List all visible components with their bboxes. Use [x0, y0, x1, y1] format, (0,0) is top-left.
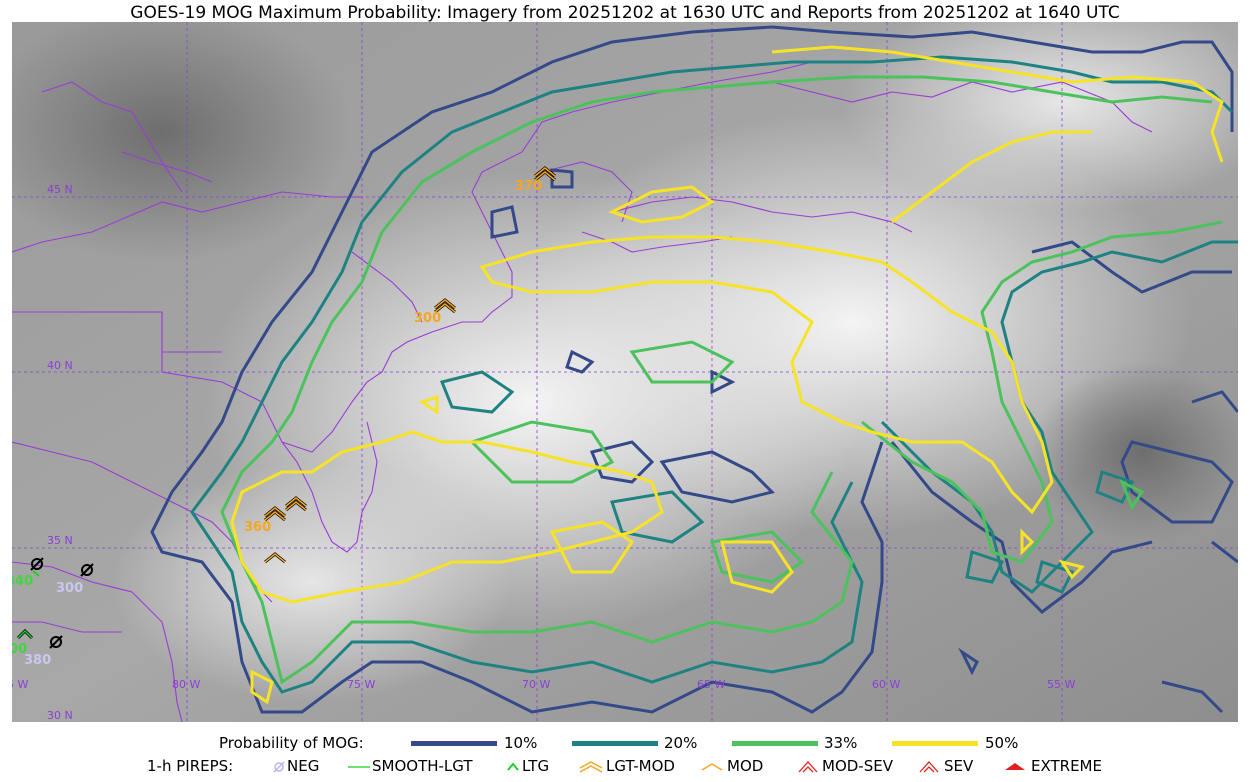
contours-10-percent [150, 25, 1238, 714]
satellite-map: 45 N 40 N 35 N 30 N 85 W 80 W 75 W 70 W … [12, 22, 1238, 722]
pirep-lgt-mod-icon [285, 496, 307, 512]
probability-legend-title: Probability of MOG: [219, 734, 364, 752]
lon-label-75: 75 W [347, 678, 375, 691]
pirep-lgt-mod-icon [534, 166, 556, 182]
graticule [12, 22, 1238, 722]
contours-50-percent [230, 45, 1224, 705]
clear-area-southeast [1032, 362, 1238, 542]
pirep-legend-title: 1-h PIREPS: [147, 757, 234, 775]
legend-label-50: 50% [985, 734, 1019, 752]
contours-33-percent [220, 75, 1223, 685]
swatch-10-percent [411, 741, 497, 746]
legend-label-ltg: LTG [522, 757, 550, 775]
pirep-altitude-300-b: 300 [56, 581, 83, 596]
legend-label-20: 20% [664, 734, 698, 752]
pirep-altitude-340: 340 [12, 574, 33, 589]
pirep-neg-icon [80, 563, 94, 577]
lat-label-40: 40 N [47, 359, 73, 372]
lon-label-80: 80 W [172, 678, 200, 691]
pirep-altitude-360: 360 [244, 520, 271, 535]
lon-label-70: 70 W [522, 678, 550, 691]
legend-label-33: 33% [824, 734, 858, 752]
neg-icon [273, 761, 285, 773]
lon-label-60: 60 W [872, 678, 900, 691]
clear-area-north [12, 22, 352, 262]
legend-label-10: 10% [504, 734, 538, 752]
pirep-neg-icon [30, 557, 44, 577]
smooth-lgt-icon [348, 766, 370, 768]
latitude-labels: 45 N 40 N 35 N 30 N [47, 183, 73, 722]
pirep-lgt-mod-icon [264, 506, 286, 522]
pirep-legend: 1-h PIREPS: NEG SMOOTH-LGT LTG LGT-MOD M… [0, 757, 1250, 777]
contours-20-percent [190, 55, 1238, 694]
longitude-labels: 85 W 80 W 75 W 70 W 65 W 60 W 55 W [12, 678, 1075, 691]
pirep-mod-icon [264, 552, 286, 564]
swatch-33-percent [732, 741, 818, 746]
legend-label-neg: NEG [287, 757, 320, 775]
legend-label-sev: SEV [944, 757, 974, 775]
pirep-ltg-icon [16, 628, 34, 640]
figure-title: GOES-19 MOG Maximum Probability: Imagery… [130, 3, 1120, 23]
pirep-altitude-380: 380 [24, 653, 51, 668]
lat-label-45: 45 N [47, 183, 73, 196]
pirep-lgt-mod-icon [434, 298, 456, 314]
cloud-mass-northeast [842, 22, 1238, 212]
pirep-neg-icon [49, 635, 63, 649]
swatch-50-percent [892, 741, 978, 746]
legend-label-mod-sev: MOD-SEV [822, 757, 893, 775]
pirep-reports: 370 300 360 340 300 [12, 166, 556, 668]
probability-legend: Probability of MOG: 10% 20% 33% 50% [0, 734, 1250, 754]
legend-label-extreme: EXTREME [1031, 757, 1102, 775]
extreme-icon [1005, 763, 1025, 770]
lat-label-35: 35 N [47, 534, 73, 547]
pirep-altitude-300: 300 [414, 311, 441, 326]
mod-sev-icon [798, 761, 818, 773]
lgt-mod-icon [579, 761, 603, 773]
lat-label-30: 30 N [47, 709, 73, 722]
ltg-icon [507, 762, 519, 771]
legend-label-smooth-lgt: SMOOTH-LGT [372, 757, 473, 775]
lon-label-55: 55 W [1047, 678, 1075, 691]
sev-icon [919, 761, 939, 773]
pirep-altitude-370: 370 [515, 179, 542, 194]
legend-label-lgt-mod: LGT-MOD [606, 757, 675, 775]
swatch-20-percent [572, 741, 658, 746]
pirep-altitude-400: 400 [12, 642, 27, 657]
legend-label-mod: MOD [727, 757, 764, 775]
mod-icon [701, 763, 723, 771]
lon-label-65: 65 W [697, 678, 725, 691]
lon-label-85: 85 W [12, 678, 28, 691]
